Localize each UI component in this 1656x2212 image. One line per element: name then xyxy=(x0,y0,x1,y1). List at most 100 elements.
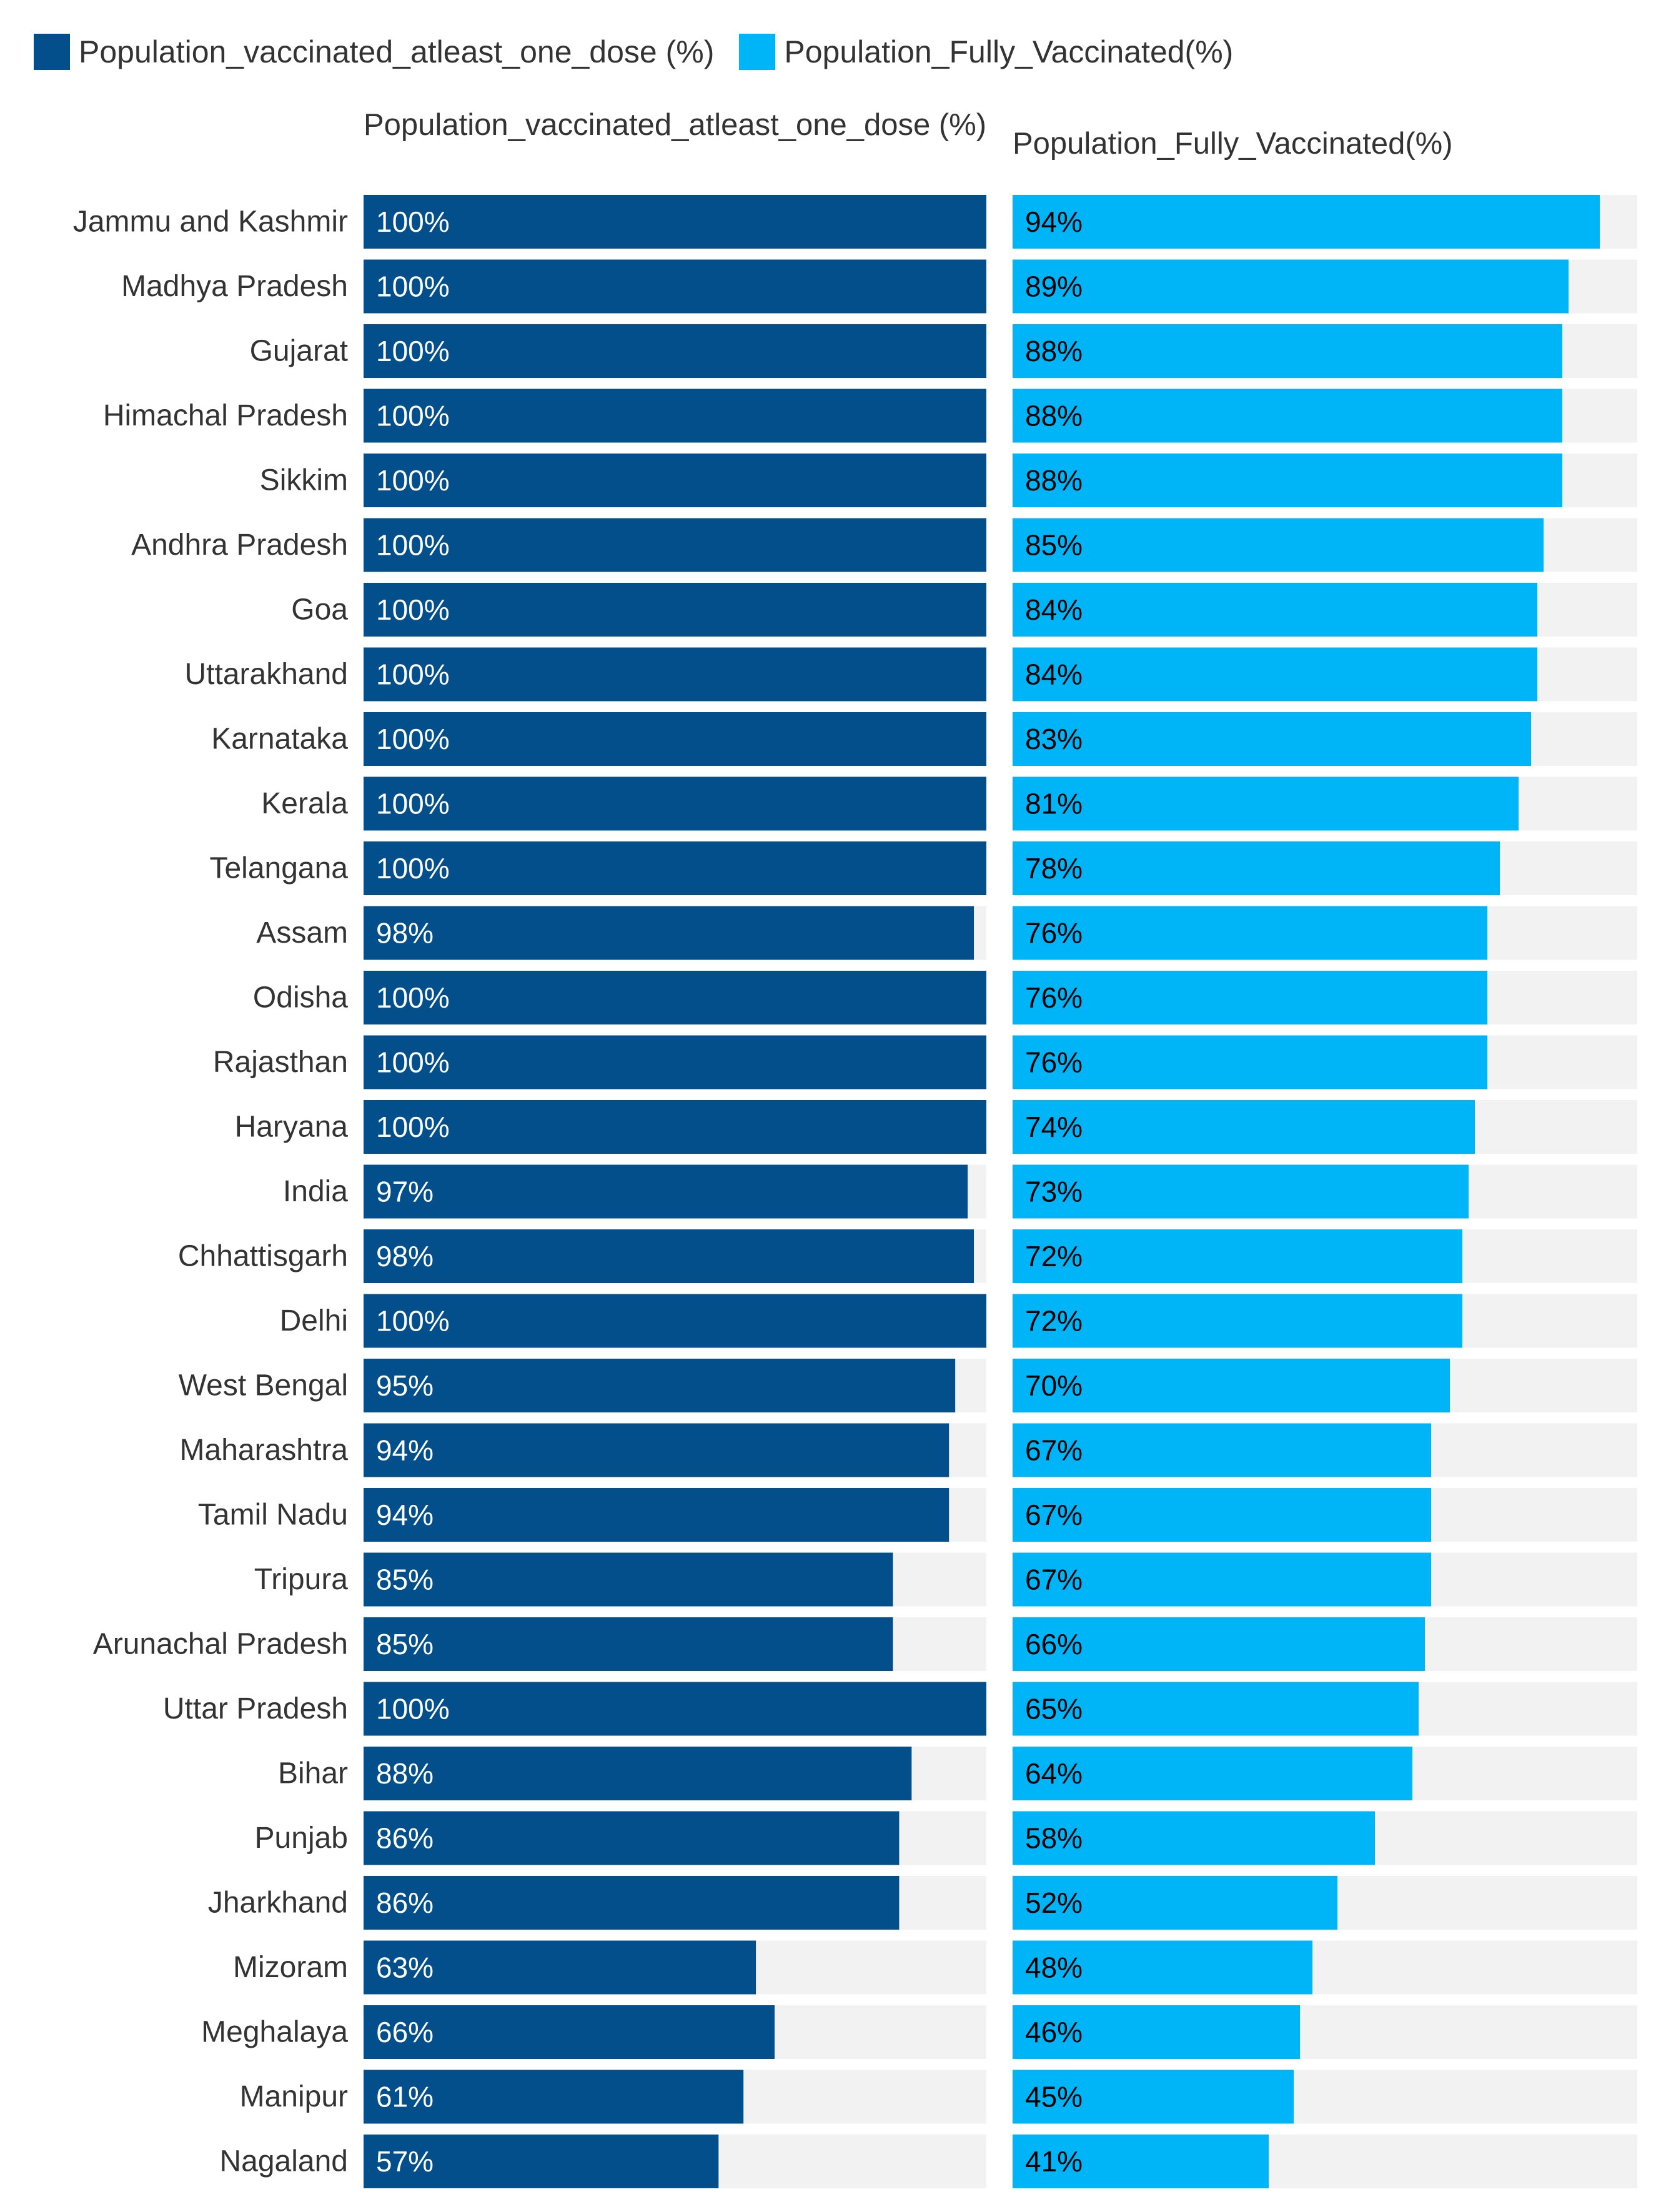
bar-one-dose-andhra-pradesh[interactable] xyxy=(364,518,986,572)
bar-one-dose-bihar[interactable] xyxy=(364,1747,912,1800)
bar-one-dose-jammu-and-kashmir[interactable] xyxy=(364,195,986,249)
bar-one-dose-sikkim[interactable] xyxy=(364,454,986,507)
category-label-uttarakhand: Uttarakhand xyxy=(185,658,349,691)
bar-fully-vaccinated-meghalaya[interactable] xyxy=(1013,2005,1300,2059)
bar-one-dose-odisha[interactable] xyxy=(364,971,986,1024)
bar-fully-vaccinated-arunachal-pradesh[interactable] xyxy=(1013,1617,1425,1671)
value-label-fully-vaccinated-kerala: 81% xyxy=(1025,788,1083,820)
bar-one-dose-karnataka[interactable] xyxy=(364,712,986,766)
value-label-one-dose-telangana: 100% xyxy=(376,852,450,885)
bar-one-dose-delhi[interactable] xyxy=(364,1294,986,1348)
bar-fully-vaccinated-chhattisgarh[interactable] xyxy=(1013,1229,1462,1283)
category-label-india: India xyxy=(283,1175,348,1208)
bar-fully-vaccinated-uttarakhand[interactable] xyxy=(1013,647,1537,702)
value-label-fully-vaccinated-nagaland: 41% xyxy=(1025,2145,1083,2178)
value-label-one-dose-uttarakhand: 100% xyxy=(376,658,450,691)
bar-fully-vaccinated-punjab[interactable] xyxy=(1013,1811,1375,1865)
value-label-fully-vaccinated-india: 73% xyxy=(1025,1176,1083,1208)
value-label-fully-vaccinated-uttar-pradesh: 65% xyxy=(1025,1693,1083,1725)
bar-one-dose-manipur[interactable] xyxy=(364,2070,744,2124)
bar-one-dose-chhattisgarh[interactable] xyxy=(364,1229,974,1283)
bar-one-dose-india[interactable] xyxy=(364,1164,968,1219)
category-label-punjab: Punjab xyxy=(255,1822,348,1855)
bar-fully-vaccinated-west-bengal[interactable] xyxy=(1013,1359,1450,1412)
category-label-mizoram: Mizoram xyxy=(233,1951,348,1984)
bar-fully-vaccinated-tamil-nadu[interactable] xyxy=(1013,1488,1431,1542)
bar-one-dose-tripura[interactable] xyxy=(364,1552,893,1607)
category-label-nagaland: Nagaland xyxy=(220,2145,349,2178)
value-label-fully-vaccinated-jammu-and-kashmir: 94% xyxy=(1025,206,1083,238)
bar-one-dose-uttarakhand[interactable] xyxy=(364,647,986,702)
bar-fully-vaccinated-sikkim[interactable] xyxy=(1013,454,1562,507)
bar-one-dose-rajasthan[interactable] xyxy=(364,1035,986,1089)
value-label-one-dose-karnataka: 100% xyxy=(376,723,450,755)
bar-fully-vaccinated-india[interactable] xyxy=(1013,1164,1469,1219)
bar-fully-vaccinated-rajasthan[interactable] xyxy=(1013,1035,1487,1089)
bar-one-dose-maharashtra[interactable] xyxy=(364,1423,949,1477)
bar-fully-vaccinated-manipur[interactable] xyxy=(1013,2070,1294,2124)
bar-one-dose-goa[interactable] xyxy=(364,583,986,637)
category-label-delhi: Delhi xyxy=(280,1304,348,1337)
category-label-jammu-and-kashmir: Jammu and Kashmir xyxy=(73,206,348,239)
category-label-rajasthan: Rajasthan xyxy=(213,1046,348,1079)
category-label-kerala: Kerala xyxy=(261,787,348,820)
bar-fully-vaccinated-jharkhand[interactable] xyxy=(1013,1876,1337,1930)
category-label-haryana: Haryana xyxy=(235,1111,349,1144)
legend-item-fully-vaccinated[interactable]: Population_Fully_Vaccinated(%) xyxy=(739,34,1233,70)
bar-fully-vaccinated-nagaland[interactable] xyxy=(1013,2135,1269,2188)
bar-fully-vaccinated-uttar-pradesh[interactable] xyxy=(1013,1682,1419,1736)
value-label-fully-vaccinated-chhattisgarh: 72% xyxy=(1025,1240,1083,1272)
bar-fully-vaccinated-assam[interactable] xyxy=(1013,906,1487,960)
bar-one-dose-himachal-pradesh[interactable] xyxy=(364,389,986,443)
bar-fully-vaccinated-andhra-pradesh[interactable] xyxy=(1013,518,1544,572)
bar-fully-vaccinated-haryana[interactable] xyxy=(1013,1100,1475,1154)
bar-fully-vaccinated-himachal-pradesh[interactable] xyxy=(1013,389,1562,443)
category-label-sikkim: Sikkim xyxy=(260,464,348,497)
bar-fully-vaccinated-karnataka[interactable] xyxy=(1013,712,1531,766)
bar-one-dose-mizoram[interactable] xyxy=(364,1940,756,1995)
value-label-one-dose-madhya-pradesh: 100% xyxy=(376,270,450,303)
value-label-one-dose-manipur: 61% xyxy=(376,2081,434,2113)
value-label-fully-vaccinated-gujarat: 88% xyxy=(1025,335,1083,367)
bar-one-dose-meghalaya[interactable] xyxy=(364,2005,775,2059)
bar-fully-vaccinated-kerala[interactable] xyxy=(1013,776,1519,831)
bar-fully-vaccinated-tripura[interactable] xyxy=(1013,1552,1431,1607)
bar-one-dose-gujarat[interactable] xyxy=(364,324,986,378)
value-label-fully-vaccinated-goa: 84% xyxy=(1025,593,1083,626)
bar-one-dose-arunachal-pradesh[interactable] xyxy=(364,1617,893,1671)
bar-fully-vaccinated-mizoram[interactable] xyxy=(1013,1940,1312,1995)
bar-fully-vaccinated-odisha[interactable] xyxy=(1013,971,1487,1024)
value-label-one-dose-haryana: 100% xyxy=(376,1111,450,1143)
category-label-goa: Goa xyxy=(291,593,348,627)
value-label-one-dose-nagaland: 57% xyxy=(376,2145,434,2178)
value-label-one-dose-west-bengal: 95% xyxy=(376,1369,434,1402)
bar-fully-vaccinated-jammu-and-kashmir[interactable] xyxy=(1013,195,1600,249)
bar-one-dose-jharkhand[interactable] xyxy=(364,1876,900,1930)
bar-fully-vaccinated-delhi[interactable] xyxy=(1013,1294,1462,1348)
legend-item-one-dose[interactable]: Population_vaccinated_atleast_one_dose (… xyxy=(34,34,714,70)
legend-label-one-dose: Population_vaccinated_atleast_one_dose (… xyxy=(79,34,715,69)
category-label-telangana: Telangana xyxy=(209,852,348,885)
value-label-fully-vaccinated-assam: 76% xyxy=(1025,917,1083,950)
bar-fully-vaccinated-goa[interactable] xyxy=(1013,583,1537,637)
bar-one-dose-madhya-pradesh[interactable] xyxy=(364,259,986,314)
bar-fully-vaccinated-bihar[interactable] xyxy=(1013,1747,1412,1800)
bar-one-dose-west-bengal[interactable] xyxy=(364,1359,956,1412)
bar-one-dose-kerala[interactable] xyxy=(364,776,986,831)
bar-fully-vaccinated-maharashtra[interactable] xyxy=(1013,1423,1431,1477)
bar-one-dose-haryana[interactable] xyxy=(364,1100,986,1154)
bar-one-dose-telangana[interactable] xyxy=(364,841,986,895)
bar-one-dose-tamil-nadu[interactable] xyxy=(364,1488,949,1542)
bar-fully-vaccinated-telangana[interactable] xyxy=(1013,841,1500,895)
bar-one-dose-punjab[interactable] xyxy=(364,1811,900,1865)
bar-one-dose-assam[interactable] xyxy=(364,906,974,960)
bar-fully-vaccinated-madhya-pradesh[interactable] xyxy=(1013,259,1569,314)
value-label-one-dose-delhi: 100% xyxy=(376,1305,450,1337)
category-label-manipur: Manipur xyxy=(240,2080,348,2113)
value-label-one-dose-punjab: 86% xyxy=(376,1822,434,1855)
category-label-west-bengal: West Bengal xyxy=(179,1369,348,1402)
bar-fully-vaccinated-gujarat[interactable] xyxy=(1013,324,1562,378)
value-label-fully-vaccinated-madhya-pradesh: 89% xyxy=(1025,270,1083,303)
bar-one-dose-nagaland[interactable] xyxy=(364,2135,719,2188)
bar-one-dose-uttar-pradesh[interactable] xyxy=(364,1682,986,1736)
